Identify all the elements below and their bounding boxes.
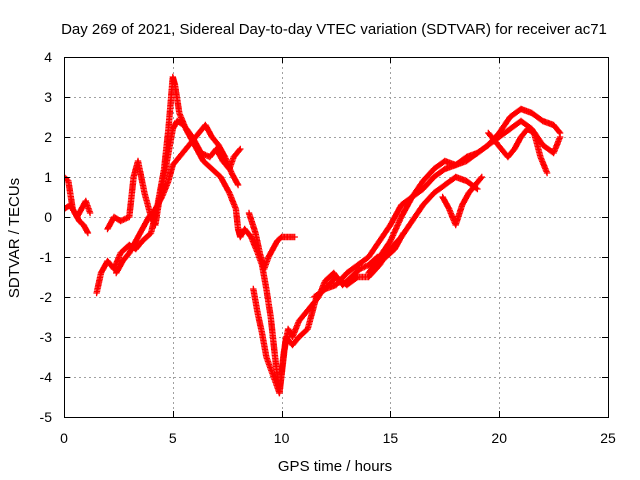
x-tick-label: 15 [383, 430, 399, 446]
data-series-track-4 [104, 117, 244, 233]
plot-frame [64, 57, 609, 418]
data-series-track-5 [113, 121, 242, 277]
y-tick-label: -2 [40, 289, 53, 305]
x-axis-label: GPS time / hours [278, 458, 392, 475]
y-tick-label: 0 [44, 209, 52, 225]
data-series [64, 73, 564, 397]
data-series-track-11 [485, 125, 551, 177]
y-tick-label: -5 [40, 409, 53, 425]
x-tick-label: 10 [274, 430, 290, 446]
data-series-track-2 [64, 201, 92, 237]
x-tick-label: 0 [60, 430, 68, 446]
data-series-track-6 [245, 209, 298, 273]
y-axis-label: SDTVAR / TECUs [6, 178, 23, 298]
y-tick-label: -1 [40, 249, 53, 265]
x-axis-tick-labels: 0 5 10 15 20 25 [60, 430, 616, 446]
y-tick-label: 3 [44, 89, 52, 105]
y-tick-label: 2 [44, 129, 52, 145]
x-tick-label: 5 [169, 430, 177, 446]
axis-ticks [64, 57, 609, 418]
x-tick-label: 20 [491, 430, 507, 446]
y-axis-tick-labels: 4 3 2 1 0 -1 -2 -3 -4 -5 [40, 49, 53, 425]
data-series-track-10 [439, 173, 485, 229]
data-series-track-3 [93, 73, 564, 397]
data-series-track-9 [365, 105, 564, 277]
data-series-track-8 [311, 173, 481, 301]
y-tick-label: 4 [44, 49, 52, 65]
x-tick-label: 25 [600, 430, 616, 446]
chart-title: Day 269 of 2021, Sidereal Day-to-day VTE… [61, 21, 607, 38]
y-tick-label: -3 [40, 329, 53, 345]
y-tick-label: -4 [40, 369, 53, 385]
y-tick-label: 1 [44, 169, 52, 185]
